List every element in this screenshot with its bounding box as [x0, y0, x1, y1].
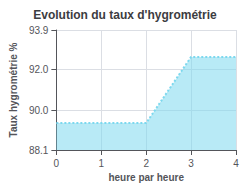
svg-text:4: 4: [233, 158, 239, 169]
svg-text:90.0: 90.0: [29, 105, 49, 116]
svg-text:0: 0: [54, 158, 60, 169]
svg-text:93.9: 93.9: [29, 25, 49, 36]
svg-text:Evolution du taux d'hygrométri: Evolution du taux d'hygrométrie: [33, 8, 217, 22]
svg-text:3: 3: [188, 158, 194, 169]
svg-text:2: 2: [143, 158, 149, 169]
svg-text:88.1: 88.1: [29, 145, 49, 156]
svg-text:Taux hygrométrie %: Taux hygrométrie %: [8, 42, 19, 137]
svg-text:92.0: 92.0: [29, 64, 49, 75]
svg-text:heure par heure: heure par heure: [108, 172, 184, 183]
svg-text:1: 1: [98, 158, 104, 169]
